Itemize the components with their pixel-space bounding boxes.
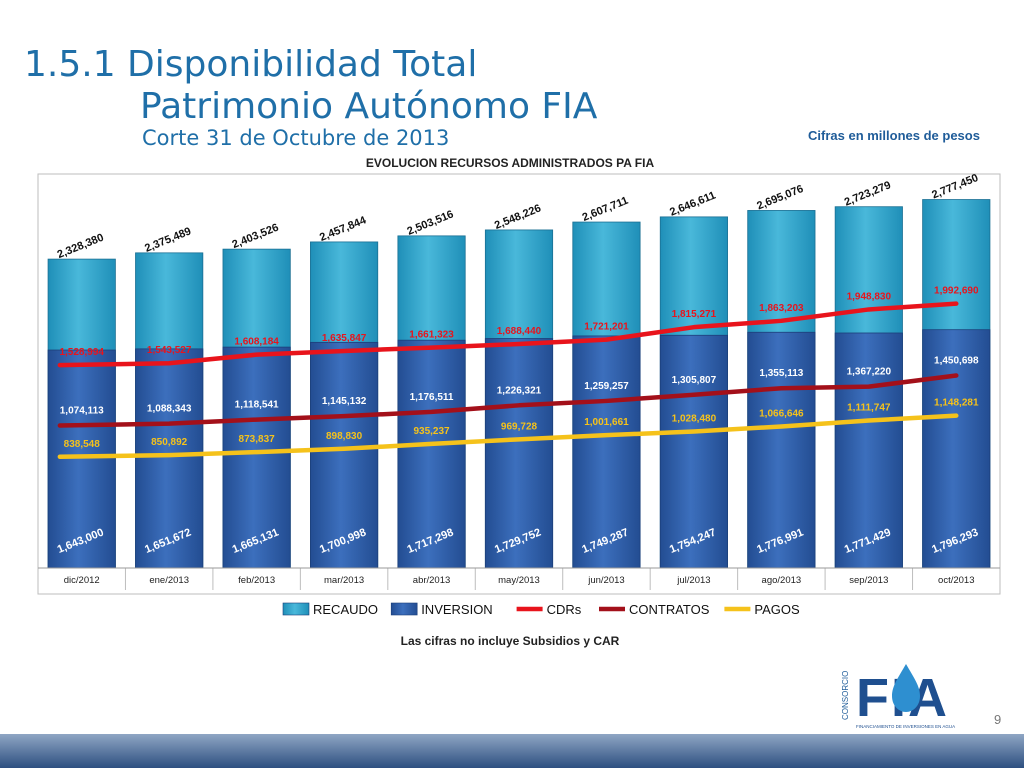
x-tick-label: dic/2012 [64, 575, 100, 586]
label-pagos: 1,028,480 [672, 414, 717, 425]
chart-footnote: Las cifras no incluye Subsidios y CAR [401, 634, 620, 648]
label-pagos: 1,111,747 [847, 403, 891, 414]
x-tick-label: ago/2013 [762, 575, 802, 586]
slide-title-line2: Patrimonio Autónomo FIA [140, 86, 598, 127]
label-pagos: 898,830 [326, 431, 363, 442]
footer-bar [0, 734, 1024, 768]
label-pagos: 935,237 [413, 426, 450, 437]
label-pagos: 1,001,661 [584, 417, 629, 428]
legend-swatch [390, 602, 418, 616]
label-cdrs: 1,721,201 [584, 322, 629, 333]
label-cdrs: 1,635,847 [322, 333, 367, 344]
bar-inversion [834, 332, 903, 569]
x-tick-label: jul/2013 [676, 575, 710, 586]
bar-inversion [397, 339, 466, 569]
x-tick-label: may/2013 [498, 575, 540, 586]
label-cdrs: 1,863,203 [759, 303, 804, 314]
label-contratos: 1,226,321 [497, 385, 542, 396]
page-number: 9 [994, 712, 1002, 727]
label-cdrs: 1,815,271 [672, 309, 717, 320]
legend-label: INVERSION [421, 602, 493, 617]
label-cdrs: 1,528,994 [59, 347, 104, 358]
label-pagos: 873,837 [239, 434, 276, 445]
label-pagos: 838,548 [64, 439, 101, 450]
x-tick-label: oct/2013 [938, 575, 974, 586]
chart-title: EVOLUCION RECURSOS ADMINISTRADOS PA FIA [366, 156, 655, 170]
line-pagos [57, 413, 959, 460]
bar-inversion [47, 349, 116, 569]
logo-tagline: FINANCIAMIENTO DE INVERSIONES EN AGUA [856, 724, 955, 729]
x-tick-label: mar/2013 [324, 575, 364, 586]
label-cdrs: 1,948,830 [847, 291, 892, 302]
bar-inversion [659, 334, 728, 569]
x-tick-label: feb/2013 [238, 575, 275, 586]
legend-label: CONTRATOS [629, 602, 710, 617]
line-cdrs [57, 301, 959, 368]
bar-inversion [484, 338, 554, 569]
slide-subtitle: Corte 31 de Octubre de 2013 [142, 126, 450, 150]
label-contratos: 1,355,113 [759, 368, 803, 379]
label-contratos: 1,367,220 [847, 367, 892, 378]
label-contratos: 1,145,132 [322, 396, 367, 407]
line-contratos [57, 373, 959, 428]
x-tick-label: abr/2013 [413, 575, 451, 586]
resources-chart: EVOLUCION RECURSOS ADMINISTRADOS PA FIA … [37, 156, 1001, 648]
x-tick-label: ene/2013 [149, 575, 189, 586]
x-tick-label: sep/2013 [849, 575, 888, 586]
label-contratos: 1,259,257 [584, 381, 629, 392]
label-contratos: 1,118,541 [235, 400, 279, 411]
label-cdrs: 1,543,527 [147, 345, 192, 356]
fia-logo: CONSORCIO FIA FINANCIAMIENTO DE INVERSIO… [841, 664, 955, 729]
label-cdrs: 1,661,323 [409, 330, 454, 341]
label-cdrs: 1,608,184 [234, 337, 279, 348]
legend-label: RECAUDO [313, 602, 378, 617]
bar-inversion [747, 331, 816, 569]
label-contratos: 1,074,113 [60, 406, 104, 417]
legend-swatch [282, 602, 310, 616]
legend-label: PAGOS [754, 602, 800, 617]
label-cdrs: 1,992,690 [934, 286, 979, 297]
bar-inversion [135, 348, 204, 569]
water-drop-icon [892, 664, 920, 712]
label-contratos: 1,305,807 [672, 375, 717, 386]
label-pagos: 1,066,646 [759, 408, 804, 419]
bar-inversion [922, 329, 991, 569]
label-pagos: 969,728 [501, 421, 538, 432]
legend-label: CDRs [547, 602, 582, 617]
label-pagos: 850,892 [151, 437, 188, 448]
slide-title-line1: 1.5.1 Disponibilidad Total [24, 44, 478, 85]
bar-inversion [572, 335, 641, 569]
label-contratos: 1,176,511 [410, 392, 454, 403]
units-note: Cifras en millones de pesos [808, 128, 980, 143]
label-cdrs: 1,688,440 [497, 326, 542, 337]
label-contratos: 1,088,343 [147, 404, 192, 415]
label-pagos: 1,148,281 [934, 398, 979, 409]
label-contratos: 1,450,698 [934, 356, 979, 367]
logo-side-text: CONSORCIO [841, 671, 850, 720]
x-tick-label: jun/2013 [587, 575, 624, 586]
